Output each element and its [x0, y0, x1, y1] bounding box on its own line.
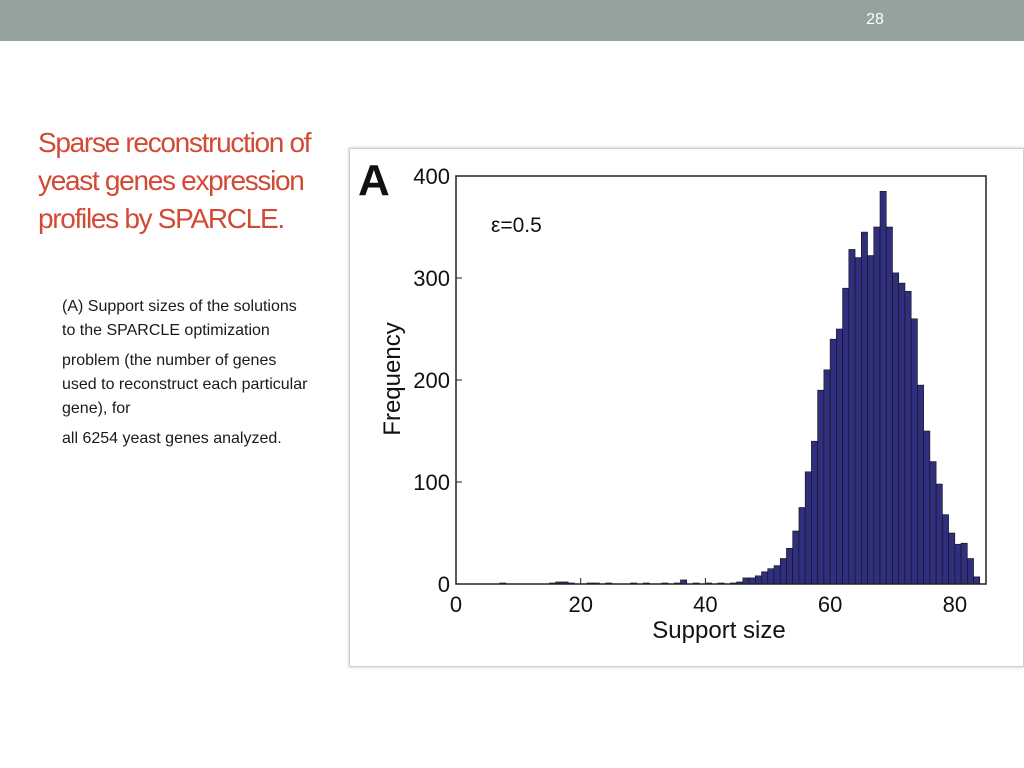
histogram-bar: [917, 384, 924, 585]
histogram-chart: 0 20 40 60 80 0 100 200 300 400 A ε=0.5 Support s…: [358, 156, 987, 644]
histogram-bar: [898, 282, 906, 585]
histogram-bar: [829, 338, 837, 585]
histogram-bar: [848, 249, 856, 585]
histogram-bar: [923, 430, 931, 585]
histogram-bar: [966, 558, 974, 585]
histogram-bar: [867, 255, 875, 585]
y-tick-label: 100: [413, 470, 450, 495]
slide-title: Sparse reconstruction of yeast genes exp…: [38, 127, 312, 234]
histogram-bar: [860, 231, 868, 585]
histogram-bar: [761, 571, 769, 585]
histogram-bar: [798, 507, 806, 585]
histogram-bar: [904, 290, 912, 585]
histogram-bar: [773, 565, 781, 585]
figure-frame: 0 20 40 60 80 0 100 200 300 400 A ε=0.5 Support s…: [349, 148, 1024, 667]
histogram-bar: [786, 547, 794, 585]
histogram-bar: [854, 257, 862, 585]
x-tick-label: 60: [818, 592, 842, 617]
histogram-bar: [823, 369, 831, 585]
y-axis-label: Frequency: [379, 322, 406, 435]
histogram-bar: [929, 461, 937, 585]
histogram-bar: [954, 543, 962, 585]
histogram-bar: [892, 272, 900, 585]
histogram-bar: [960, 542, 968, 585]
top-bar: 28: [0, 0, 1024, 41]
histogram-bar: [742, 577, 750, 585]
caption-line: (A) Support sizes of the solutions to th…: [62, 298, 297, 339]
y-tick-label: 300: [413, 266, 450, 291]
panel-label: A: [358, 156, 390, 205]
bars-layer: [499, 190, 981, 585]
histogram-bar: [910, 318, 918, 585]
histogram-bar: [879, 190, 887, 585]
histogram-bar: [748, 577, 756, 585]
caption-line: problem (the number of genes used to rec…: [62, 352, 308, 417]
histogram-bar: [836, 328, 843, 585]
histogram-bar: [779, 558, 787, 585]
x-tick-label: 40: [693, 592, 717, 617]
histogram-bar: [817, 389, 825, 585]
histogram-bar: [948, 532, 956, 585]
histogram-bar: [873, 226, 881, 585]
histogram-bar: [767, 568, 775, 585]
histogram-bar: [885, 226, 893, 585]
histogram-bar: [842, 287, 850, 585]
ticks-layer: 0 20 40 60 80 0 100 200 300 400: [413, 164, 967, 617]
y-tick-label: 200: [413, 368, 450, 393]
epsilon-annotation: ε=0.5: [491, 214, 542, 237]
histogram-bar: [942, 514, 949, 585]
y-tick-label: 400: [413, 164, 450, 189]
x-tick-label: 0: [450, 592, 462, 617]
histogram-bar: [804, 471, 812, 585]
x-tick-label: 20: [568, 592, 592, 617]
y-tick-label: 0: [438, 572, 450, 597]
x-axis-label: Support size: [652, 617, 785, 644]
histogram-bar: [935, 483, 943, 585]
x-tick-label: 80: [943, 592, 967, 617]
figure-caption: (A) Support sizes of the solutions to th…: [62, 295, 312, 457]
histogram-bar: [973, 576, 981, 585]
caption-line: all 6254 yeast genes analyzed.: [62, 430, 282, 447]
histogram-bar: [811, 440, 818, 585]
histogram-bar: [754, 575, 762, 585]
histogram-bar: [792, 530, 800, 585]
slide-number: 28: [866, 11, 884, 28]
